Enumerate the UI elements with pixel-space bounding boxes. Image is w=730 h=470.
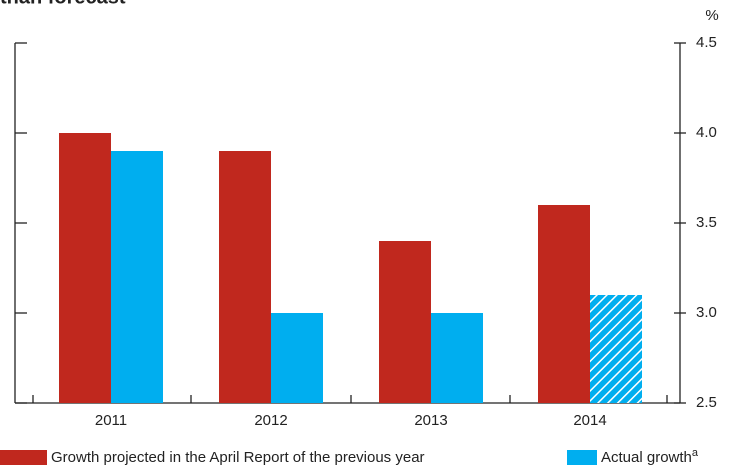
bar [59,133,111,403]
legend-superscript: a [692,447,699,459]
legend-label: Actual growtha [601,447,699,466]
y-tick-label: 4.5 [696,34,717,51]
bar [271,313,323,403]
x-separators [32,395,668,403]
bar [538,205,590,403]
legend-swatch [0,450,47,465]
bar [379,241,431,403]
bar [590,295,642,403]
x-tick-label: 2013 [414,412,447,429]
y-unit: % [705,7,718,24]
x-tick-label: 2011 [95,412,127,429]
x-tick-label: 2012 [254,412,287,429]
legend-name: Actual growth [601,449,692,466]
y-tick-label: 4.0 [696,124,717,141]
legend-label: Growth projected in the April Report of … [51,449,425,466]
bar [431,313,483,403]
y-tick-label: 3.0 [696,304,717,321]
legend-swatch [567,450,597,465]
bar [111,151,163,403]
y-tick-label: 2.5 [696,394,717,411]
bar [219,151,271,403]
y-tick-label: 3.5 [696,214,717,231]
legend-name: Growth projected in the April Report of … [51,449,425,466]
chart-title: than forecast [0,0,126,8]
x-tick-label: 2014 [573,412,606,429]
